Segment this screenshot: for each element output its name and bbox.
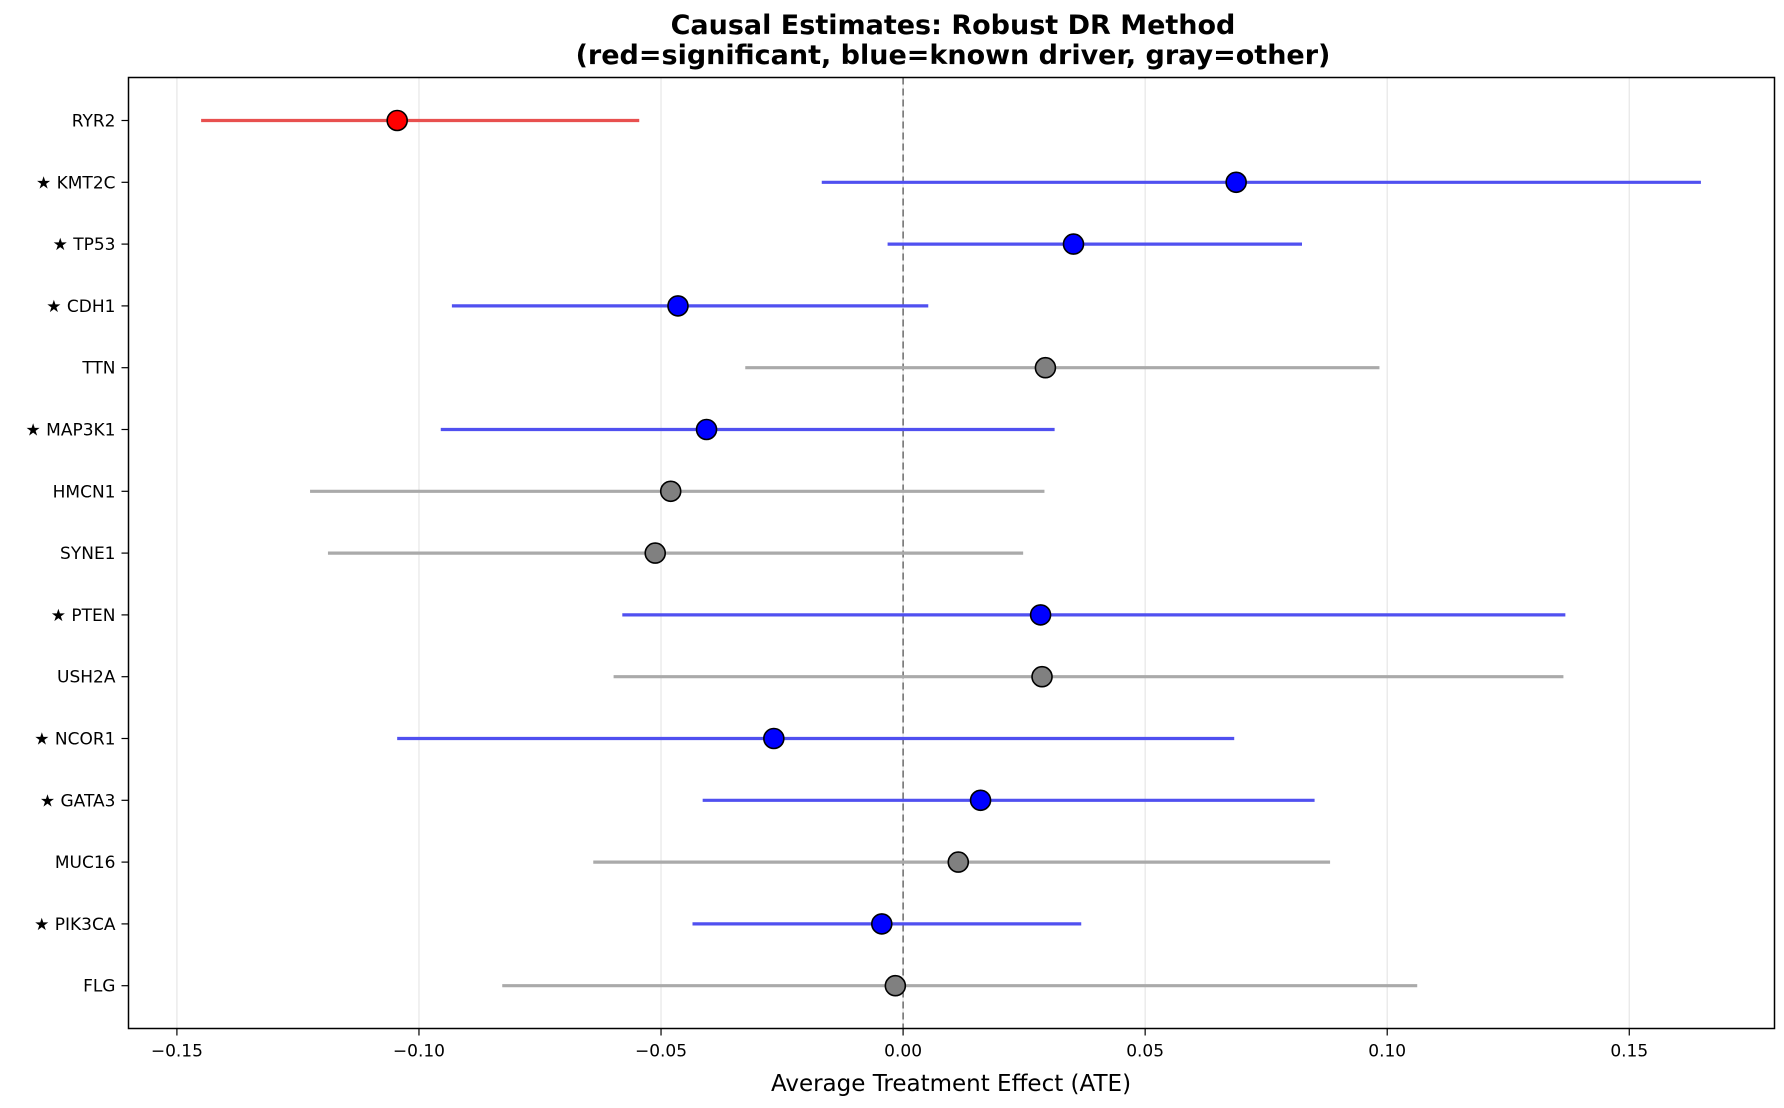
y-tick-label: ★ PTEN [51,606,116,626]
point-estimate [667,295,689,317]
y-tick-label: ★ PIK3CA [34,915,116,935]
y-tick-label: ★ TP53 [53,235,116,255]
point-estimate [695,418,718,441]
y-tick-label: ★ GATA3 [40,791,116,811]
x-tick-label: 0.10 [1368,1042,1406,1062]
y-tick-label: RYR2 [72,112,116,132]
x-tick-label: −0.05 [635,1042,687,1062]
point-estimate [659,480,682,503]
x-tick-label: 0.00 [884,1042,922,1062]
point-estimate [1034,356,1057,379]
plot-frame [127,76,1776,1030]
point-estimate [1029,604,1052,626]
point-estimate [644,542,667,564]
chart-title-line2: (red=significant, blue=known driver, gra… [576,40,1331,71]
y-tick-label: ★ NCOR1 [34,730,115,750]
x-tick-label: 0.05 [1126,1042,1164,1062]
x-axis-label: Average Treatment Effect (ATE) [771,1071,1131,1097]
point-estimate [1031,665,1053,688]
point-estimate [884,974,907,997]
point-estimate [870,913,893,935]
x-tick-label: −0.15 [151,1042,203,1062]
y-tick-label: MUC16 [55,853,116,873]
y-tick-labels: RYR2 ★ KMT2C ★ TP53 ★ CDH1 TTN ★ MAP3K1 HMCN1 S… [26,112,129,997]
x-tick-label: 0.15 [1610,1042,1648,1062]
y-tick-label: ★ CDH1 [46,297,115,317]
y-tick-label: TTN [81,359,115,379]
point-estimate [969,789,992,812]
y-tick-label: HMCN1 [53,482,116,502]
point-estimate [1062,233,1085,255]
x-ticks: −0.15 −0.10 −0.05 0.00 0.05 0.10 0.15 [151,1028,1648,1062]
x-tick-label: −0.10 [393,1042,445,1062]
y-tick-label: ★ KMT2C [36,173,116,193]
y-tick-label: ★ MAP3K1 [26,421,116,441]
point-estimate [763,727,785,750]
chart-title-line1: Causal Estimates: Robust DR Method [671,10,1236,41]
point-estimate [386,109,408,132]
y-tick-label: FLG [83,977,115,997]
y-tick-label: USH2A [57,668,116,688]
y-tick-label: SYNE1 [60,544,115,564]
point-estimate [1225,171,1247,194]
point-estimate [947,851,970,873]
point-estimates [386,109,1247,997]
